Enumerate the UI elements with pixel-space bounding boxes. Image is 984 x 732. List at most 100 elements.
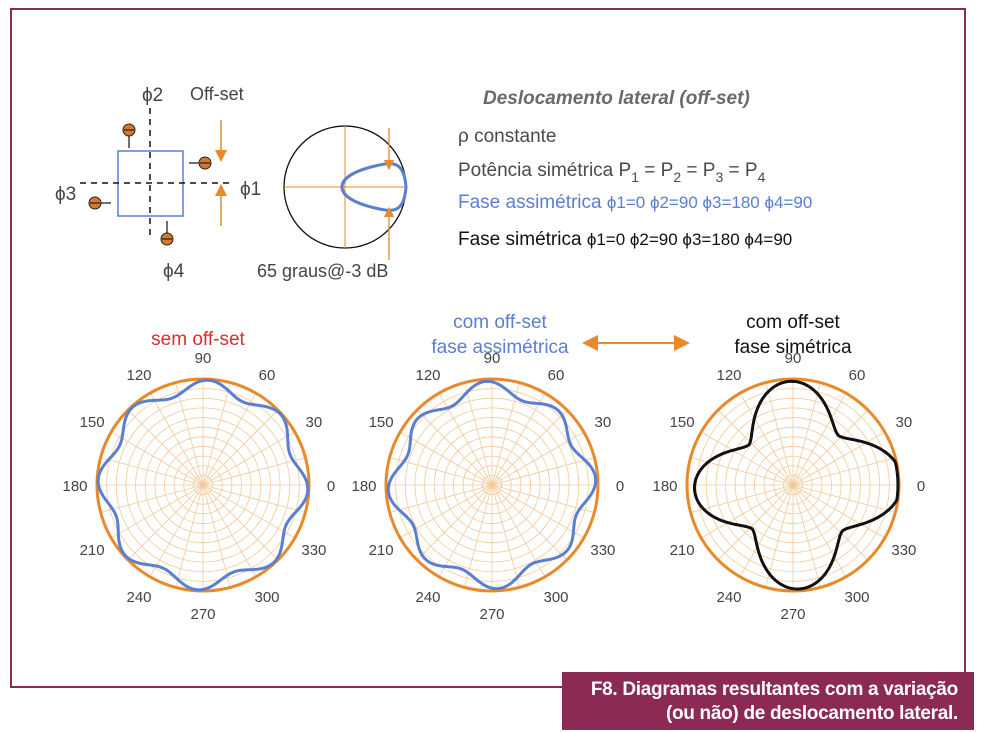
grid-spoke (202, 431, 295, 486)
pattern-curve-asymmetric (386, 379, 598, 591)
grid-spoke (464, 484, 493, 588)
phi2-label: ϕ2 (142, 85, 163, 106)
polar1-title: sem off-set (151, 329, 245, 350)
grid-spoke (202, 484, 306, 513)
element-2 (122, 123, 136, 148)
figure-frame (10, 8, 966, 688)
angle-label-120: 120 (415, 367, 440, 384)
angle-label-180: 180 (652, 478, 677, 495)
grid-spoke (202, 393, 257, 486)
grid-spoke (792, 484, 885, 539)
angle-label-60: 60 (548, 367, 565, 384)
rho-line: ρ constante (458, 126, 556, 147)
phi4-label: ϕ4 (163, 261, 185, 282)
grid-spoke (100, 457, 204, 486)
grid-spoke (739, 393, 794, 486)
grid-spoke (701, 484, 794, 539)
grid-spoke (389, 457, 493, 486)
angle-label-330: 330 (301, 542, 326, 559)
phi1-label: ϕ1 (240, 179, 261, 200)
grid-spoke (491, 484, 568, 561)
polar2-title-line2: fase assimétrica (431, 337, 569, 358)
grid-spoke (202, 484, 257, 577)
grid-spoke (792, 484, 821, 588)
angle-label-60: 60 (259, 367, 276, 384)
text-block: Deslocamento lateral (off-set) ρ constan… (458, 88, 812, 250)
angle-label-270: 270 (479, 606, 504, 623)
figure-caption: F8. Diagramas resultantes com a variação… (562, 672, 974, 730)
angle-label-300: 300 (844, 589, 869, 606)
grid-spoke (111, 431, 204, 486)
angle-label-120: 120 (126, 367, 151, 384)
angle-label-180: 180 (351, 478, 376, 495)
grid-spoke (202, 382, 231, 486)
angle-label-330: 330 (891, 542, 916, 559)
angle-label-0: 0 (917, 478, 925, 495)
grid-spoke (175, 382, 204, 486)
angle-label-150: 150 (80, 414, 105, 431)
angle-label-210: 210 (369, 542, 394, 559)
angle-label-90: 90 (195, 350, 212, 367)
grid-spoke (792, 484, 869, 561)
grid-spoke (739, 484, 794, 577)
grid-spoke (491, 382, 520, 486)
angle-label-300: 300 (543, 589, 568, 606)
grid-spoke (416, 484, 493, 561)
beam-diagram: 65 graus@-3 dB (257, 125, 408, 281)
grid-spoke (202, 484, 279, 561)
element-3 (88, 196, 111, 210)
grid-spoke (202, 457, 306, 486)
grid-spoke (149, 393, 204, 486)
grid-spoke (400, 431, 493, 486)
grid-spoke (792, 431, 885, 486)
angle-label-120: 120 (716, 367, 741, 384)
angle-label-30: 30 (595, 414, 612, 431)
grid-spoke (717, 484, 794, 561)
power-line: Potência simétrica P1 = P2 = P3 = P4 (458, 160, 766, 185)
angle-label-270: 270 (190, 606, 215, 623)
grid-spoke (792, 484, 847, 577)
grid-spoke (111, 484, 204, 539)
caption-line2: (ou não) de deslocamento lateral. (665, 703, 958, 724)
pattern-curve-symmetric (692, 379, 900, 591)
angle-label-0: 0 (616, 478, 624, 495)
angle-label-270: 270 (780, 606, 805, 623)
grid-spoke (438, 484, 493, 577)
angle-label-330: 330 (590, 542, 615, 559)
element-4 (160, 221, 174, 246)
polar-plot-sem-offset: 0 30 60 90 120 150 180 210 240 270 300 330 (62, 350, 335, 623)
grid-spoke (765, 484, 794, 588)
polar2-title-line1: com off-set (453, 312, 547, 333)
grid-spoke (127, 484, 204, 561)
grid-spoke (464, 382, 493, 486)
beam-width-label: 65 graus@-3 dB (257, 261, 388, 281)
outer-ring (384, 377, 600, 593)
grid-spoke (765, 382, 794, 486)
section-title: Deslocamento lateral (off-set) (483, 88, 750, 109)
grid-spoke (127, 409, 204, 486)
pattern-curve-sem-offset (96, 378, 310, 592)
array-diagram: ϕ2 Off-set ϕ1 ϕ3 ϕ4 (55, 84, 261, 282)
grid-spoke (792, 393, 847, 486)
outer-ring (95, 377, 311, 593)
angle-label-90: 90 (484, 350, 501, 367)
polar-plot-offset-symmetric: 0 30 60 90 120 150 180 210 240 270 300 330 (652, 350, 925, 623)
grid-spoke (491, 457, 595, 486)
angle-label-240: 240 (415, 589, 440, 606)
angle-label-30: 30 (306, 414, 323, 431)
grid-spoke (202, 484, 295, 539)
polar3-title-line1: com off-set (746, 312, 840, 333)
grid-spoke (690, 484, 794, 513)
angle-label-300: 300 (254, 589, 279, 606)
grid-spoke (717, 409, 794, 486)
grid-spoke (792, 382, 821, 486)
sym-phase-line: Fase simétrica ϕ1=0 ϕ2=90 ϕ3=180 ϕ4=90 (458, 229, 792, 250)
asym-phase-line: Fase assimétrica ϕ1=0 ϕ2=90 ϕ3=180 ϕ4=90 (458, 192, 812, 213)
grid-spoke (389, 484, 493, 513)
grid-spoke (416, 409, 493, 486)
grid-spoke (149, 484, 204, 577)
polar-plot-offset-asymmetric: 0 30 60 90 120 150 180 210 240 270 300 330 (351, 350, 624, 623)
grid-spoke (701, 431, 794, 486)
grid-spoke (491, 393, 546, 486)
